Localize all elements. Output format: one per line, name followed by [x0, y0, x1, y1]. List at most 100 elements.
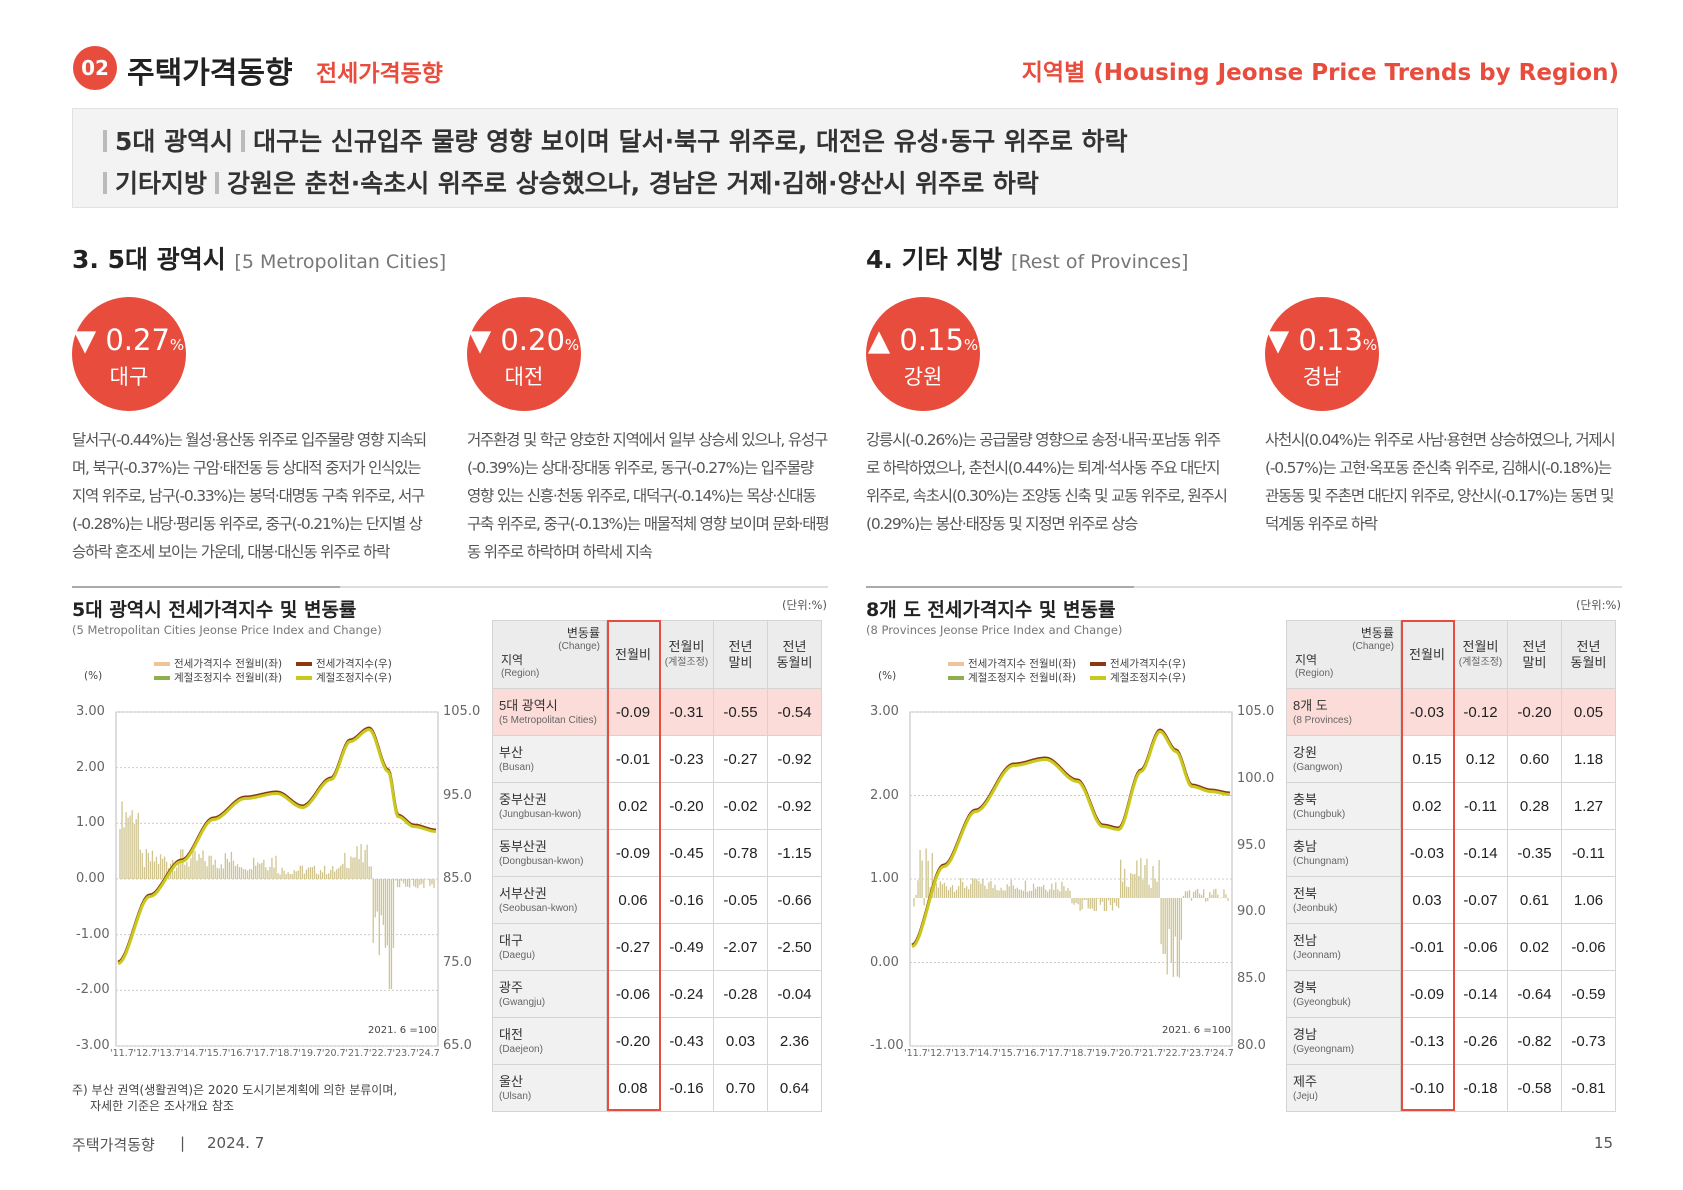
y-right-tick: 65.0 [443, 1038, 472, 1053]
table-row: 부산 (Busan) -0.01 -0.23 -0.27 -0.92 [492, 735, 822, 783]
x-tick: '14.7 [974, 1048, 999, 1059]
percent-sign: % [963, 336, 979, 354]
x-tick: '21.7 [345, 1048, 370, 1059]
region-name-en: (Dongbusan-kwon) [499, 856, 584, 867]
section-title-metro: 3. 5대 광역시 [5 Metropolitan Cities] [72, 240, 446, 276]
percent-sign: % [564, 336, 580, 354]
value-cell: -0.01 [606, 735, 660, 783]
line-seasonal-index [911, 729, 1231, 948]
value-cell: -0.82 [1507, 1017, 1562, 1065]
x-tick: '15.7 [204, 1048, 228, 1059]
region-name: 광주 [499, 980, 523, 995]
value-cell: -0.81 [1561, 1064, 1616, 1112]
value-cell: -0.16 [659, 876, 714, 924]
value-cell: -0.12 [1453, 688, 1508, 736]
table-row: 8개 도 (8 Provinces) -0.03 -0.12 -0.20 0.05 [1286, 688, 1616, 736]
col-mom-sa-sub: (계절조정) [1458, 656, 1503, 668]
region-name-en: (5 Metropolitan Cities) [499, 715, 597, 726]
value-cell: -0.11 [1561, 829, 1616, 877]
region-name-en: (Chungnam) [1293, 856, 1349, 867]
region-name: 충북 [1293, 792, 1317, 807]
value-cell: 0.02 [1507, 923, 1562, 971]
value-cell: 1.18 [1561, 735, 1616, 783]
y-axis-unit: (%) [84, 670, 103, 682]
highlight-daegu: ▼ 0.27% 대구 [72, 297, 186, 411]
y-right-tick: 85.0 [1237, 971, 1266, 987]
region-name-en: (Ulsan) [499, 1091, 532, 1102]
value-cell: -0.64 [1507, 970, 1562, 1018]
x-tick: '22.7 [368, 1048, 393, 1059]
region-name: 동부산권 [499, 839, 547, 854]
value-cell: -1.15 [767, 829, 822, 877]
header-region-en: (Region) [1295, 668, 1334, 679]
footer-date: 2024. 7 [207, 1134, 265, 1152]
page-topic: 지역별 (Housing Jeonse Price Trends by Regi… [1021, 60, 1619, 86]
value-cell: -0.14 [1453, 829, 1508, 877]
legend-swatch [296, 662, 312, 666]
legend-label: 전세가격지수(우) [1110, 658, 1186, 670]
x-tick: '14.7 [180, 1048, 205, 1059]
y-left-tick: 3.00 [870, 704, 899, 719]
y-left-tick: 2.00 [870, 787, 899, 803]
down-arrow-icon: ▼ [1266, 323, 1290, 357]
header-change: 변동률 [566, 626, 600, 640]
x-tick: '12.7 [927, 1048, 952, 1059]
chart-left [115, 711, 439, 1047]
footer-title: 주택가격동향 [72, 1136, 155, 1154]
region-cell: 8개 도 (8 Provinces) [1286, 688, 1401, 736]
y-left-tick: 0.00 [870, 954, 899, 970]
region-cell: 서부산권 (Seobusan-kwon) [492, 876, 607, 924]
summary-line-2: 기타지방 강원은 춘천·속초시 위주로 상승했으나, 경남은 거제·김해·양산시 … [95, 163, 1595, 205]
value-cell: -0.58 [1507, 1064, 1562, 1112]
legend-swatch [1090, 662, 1106, 666]
highlight-desc-gangwon: 강릉시(-0.26%)는 공급물량 영향으로 송정·내곡·포남동 위주로 하락하… [866, 431, 1228, 533]
chart-right-subtitle: (8 Provinces Jeonse Price Index and Chan… [866, 623, 1123, 637]
divider [215, 172, 220, 194]
y-left-tick: 1.00 [870, 871, 899, 886]
percent-sign: % [1362, 336, 1378, 354]
y-left-tick: 1.00 [76, 815, 105, 831]
page-subtitle: 전세가격동향 [316, 61, 443, 87]
region-cell: 울산 (Ulsan) [492, 1064, 607, 1112]
highlight-desc-daejeon: 거주환경 및 학군 양호한 지역에서 일부 상승세 있으나, 유성구(-0.39… [467, 431, 830, 561]
col-yoy-line1: 전년 [1576, 638, 1601, 654]
value-cell: 0.64 [767, 1064, 822, 1112]
legend-label: 계절조정지수 전월비(좌) [968, 672, 1077, 684]
y-right-tick: 100.0 [1237, 770, 1275, 786]
value-cell: 0.28 [1507, 782, 1562, 830]
line-index [117, 726, 437, 964]
x-tick: '20.7 [1115, 1048, 1140, 1059]
y-right-tick: 105.0 [443, 704, 481, 719]
base-label: 2021. 6 =100 [368, 1025, 437, 1036]
region-cell: 동부산권 (Dongbusan-kwon) [492, 829, 607, 877]
col-mom-sa: 전월비 (계절조정) [659, 620, 714, 689]
summary-tag-1: 5대 광역시 [115, 127, 234, 156]
table-row: 대전 (Daejeon) -0.20 -0.43 0.03 2.36 [492, 1017, 822, 1065]
region-name: 서부산권 [499, 886, 547, 901]
page-number: 15 [1594, 1134, 1614, 1152]
x-tick: '23.7 [392, 1048, 417, 1059]
gridlines [910, 711, 1232, 1047]
section-title-provinces-en: [Rest of Provinces] [1011, 251, 1189, 273]
highlight-column-box [607, 620, 661, 1111]
footnote-1: 주) 부산 권역(생활권역)은 2020 도시기본계획에 의한 분류이며, [72, 1083, 398, 1097]
legend-label: 계절조정지수(우) [316, 672, 392, 684]
y-left-tick: 3.00 [76, 704, 105, 719]
divider [1134, 586, 1622, 588]
legend-label: 전세가격지수 전월비(좌) [968, 658, 1077, 670]
region-name-en: (8 Provinces) [1293, 715, 1352, 726]
y-right-tick: 105.0 [1237, 704, 1275, 719]
y-right-tick: 95.0 [1237, 837, 1266, 853]
value-cell: -0.26 [1453, 1017, 1508, 1065]
value-cell: -0.27 [713, 735, 768, 783]
table-row: 경북 (Gyeongbuk) -0.09 -0.14 -0.64 -0.59 [1286, 970, 1616, 1018]
region-name-en: (Gangwon) [1293, 762, 1343, 773]
table-row: 동부산권 (Dongbusan-kwon) -0.09 -0.45 -0.78 -1.15 [492, 829, 822, 877]
legend-item: 전세가격지수(우) [1090, 656, 1186, 671]
x-tick: '19.7 [1092, 1048, 1117, 1059]
summary-box: 5대 광역시 대구는 신규입주 물량 영향 보이며 달서·북구 위주로, 대전은 … [72, 108, 1618, 208]
value-cell: -2.07 [713, 923, 768, 971]
region-cell: 제주 (Jeju) [1286, 1064, 1401, 1112]
col-mom-sa-label: 전월비 [1462, 638, 1499, 654]
col-ytd-line1: 전년 [1522, 638, 1547, 654]
